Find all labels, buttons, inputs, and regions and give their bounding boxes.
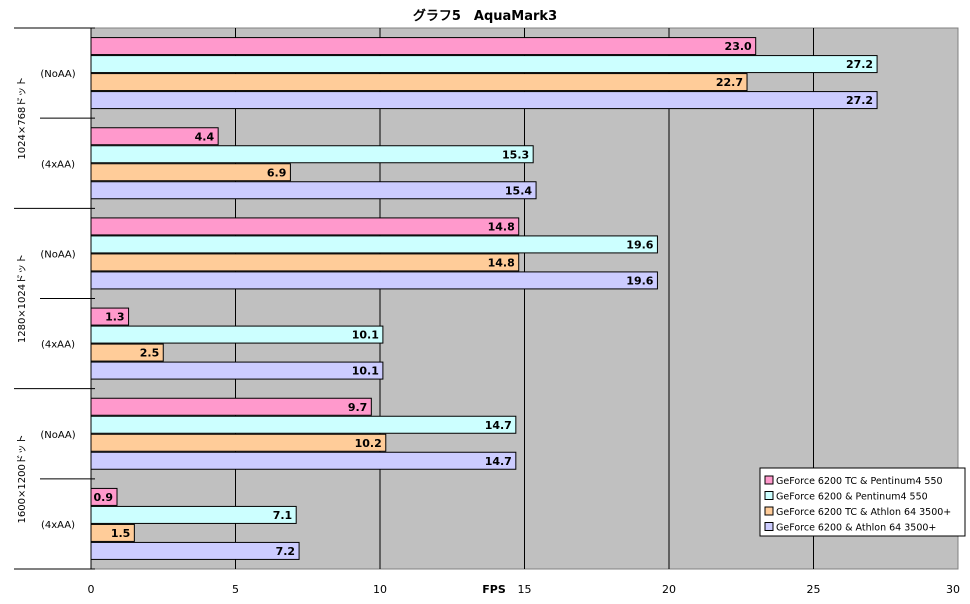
legend-label: GeForce 6200 TC & Pentinum4 550 bbox=[776, 476, 943, 487]
bar bbox=[90, 55, 878, 74]
data-label: 23.0 bbox=[725, 40, 752, 53]
data-label: 22.7 bbox=[716, 76, 743, 89]
data-label: 1.5 bbox=[111, 527, 131, 540]
data-label: 19.6 bbox=[626, 238, 653, 251]
bar bbox=[90, 271, 658, 290]
subcategory-label: (4xAA) bbox=[41, 520, 75, 531]
bar bbox=[90, 37, 757, 56]
bar bbox=[90, 145, 534, 164]
x-axis-title: FPS bbox=[482, 583, 506, 596]
data-label: 1.3 bbox=[105, 311, 125, 324]
bar bbox=[90, 487, 118, 506]
data-label: 14.7 bbox=[485, 419, 512, 432]
subcategory-label: (NoAA) bbox=[40, 69, 75, 80]
legend bbox=[759, 467, 966, 537]
bar bbox=[90, 235, 658, 254]
subcategory-label: (4xAA) bbox=[41, 340, 75, 351]
bar bbox=[90, 415, 517, 434]
data-label: 0.9 bbox=[94, 491, 114, 504]
x-tick-label: 25 bbox=[807, 583, 821, 596]
data-label: 14.7 bbox=[485, 455, 512, 468]
bar bbox=[90, 163, 291, 182]
subcategory-label: (NoAA) bbox=[40, 430, 75, 441]
subcategory-label: (4xAA) bbox=[41, 159, 75, 170]
data-label: 15.4 bbox=[505, 184, 532, 197]
group-label: 1280×1024ドット bbox=[17, 254, 28, 343]
data-label: 9.7 bbox=[348, 401, 368, 414]
bar bbox=[90, 325, 384, 344]
x-tick-label: 0 bbox=[88, 583, 95, 596]
bar bbox=[90, 127, 219, 146]
legend-swatch bbox=[764, 475, 774, 485]
data-label: 27.2 bbox=[846, 94, 873, 107]
x-tick-label: 10 bbox=[373, 583, 387, 596]
bar bbox=[90, 541, 300, 560]
group-label: 1600×1200ドット bbox=[17, 434, 28, 523]
data-label: 7.2 bbox=[276, 545, 296, 558]
bar bbox=[90, 343, 164, 362]
bar bbox=[90, 253, 520, 272]
x-tick-label: 5 bbox=[232, 583, 239, 596]
data-label: 14.8 bbox=[488, 220, 515, 233]
data-label: 10.1 bbox=[352, 365, 379, 378]
data-label: 27.2 bbox=[846, 58, 873, 71]
legend-label: GeForce 6200 TC & Athlon 64 3500+ bbox=[776, 507, 951, 518]
legend-swatch bbox=[764, 522, 774, 531]
x-tick-label: 15 bbox=[518, 583, 532, 596]
data-label: 2.5 bbox=[140, 347, 160, 360]
bar bbox=[90, 181, 537, 200]
bar bbox=[90, 451, 517, 470]
bar bbox=[90, 505, 297, 524]
data-label: 10.2 bbox=[355, 437, 382, 450]
data-label: 10.1 bbox=[352, 329, 379, 342]
bar bbox=[90, 73, 748, 92]
legend-swatch bbox=[764, 506, 774, 516]
data-label: 4.4 bbox=[195, 130, 215, 143]
legend-label: GeForce 6200 & Pentinum4 550 bbox=[776, 492, 928, 503]
bar bbox=[90, 307, 130, 326]
data-label: 7.1 bbox=[273, 509, 293, 522]
data-label: 6.9 bbox=[267, 166, 287, 179]
data-label: 15.3 bbox=[502, 148, 529, 161]
bar bbox=[90, 523, 135, 542]
legend-swatch bbox=[764, 491, 774, 500]
chart-title: グラフ5 AquaMark3 bbox=[413, 8, 557, 24]
bar bbox=[90, 433, 387, 452]
x-tick-label: 30 bbox=[946, 583, 960, 596]
subcategory-label: (NoAA) bbox=[40, 249, 75, 260]
data-label: 14.8 bbox=[488, 256, 515, 269]
bar bbox=[90, 397, 372, 416]
data-label: 19.6 bbox=[626, 274, 653, 287]
bar bbox=[90, 91, 878, 110]
legend-label: GeForce 6200 & Athlon 64 3500+ bbox=[776, 523, 936, 534]
bar bbox=[90, 217, 520, 236]
bar bbox=[90, 361, 384, 380]
x-tick-label: 20 bbox=[662, 583, 676, 596]
group-label: 1024×768ドット bbox=[17, 77, 28, 160]
